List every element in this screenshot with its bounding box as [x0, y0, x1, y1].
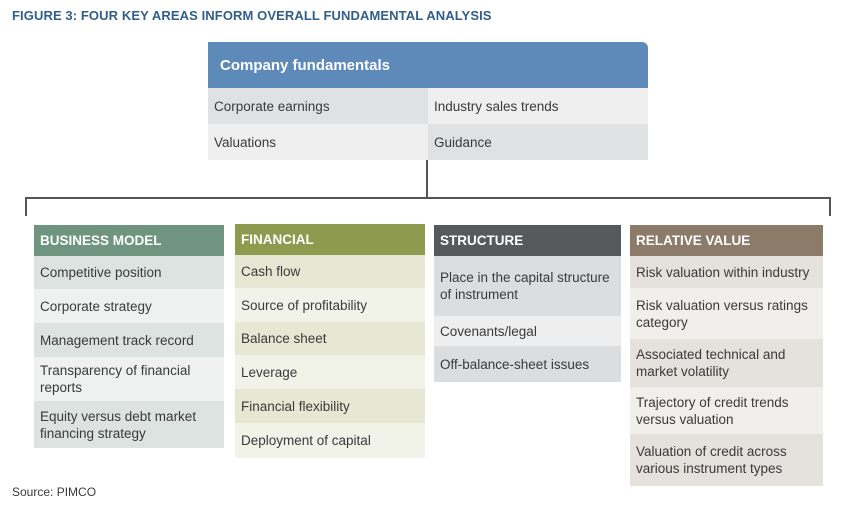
- list-item: Off-balance-sheet issues: [434, 346, 621, 382]
- source-note: Source: PIMCO: [12, 485, 97, 499]
- connector-vertical-main: [426, 160, 428, 198]
- figure-title: FIGURE 3: FOUR KEY AREAS INFORM OVERALL …: [12, 8, 492, 23]
- company-fundamentals-box: Company fundamentals Corporate earnings …: [208, 42, 648, 160]
- list-item: Source of profitability: [235, 288, 425, 322]
- list-item: Leverage: [235, 355, 425, 389]
- company-fundamentals-grid: Corporate earnings Industry sales trends…: [208, 88, 648, 160]
- connector-horizontal: [25, 197, 830, 199]
- column-header: FINANCIAL: [235, 224, 425, 255]
- list-item: Place in the capital structure of instru…: [434, 256, 621, 316]
- list-item: Cash flow: [235, 255, 425, 288]
- list-item: Deployment of capital: [235, 423, 425, 458]
- column-header: RELATIVE VALUE: [630, 225, 823, 256]
- list-item: Transparency of financial reports: [34, 357, 224, 401]
- list-item: Competitive position: [34, 256, 224, 289]
- column-business-model: BUSINESS MODEL Competitive position Corp…: [34, 225, 224, 448]
- list-item: Covenants/legal: [434, 316, 621, 346]
- connector-left-drop: [25, 197, 27, 216]
- top-item-corporate-earnings: Corporate earnings: [208, 88, 428, 124]
- list-item: Corporate strategy: [34, 289, 224, 323]
- top-item-industry-sales-trends: Industry sales trends: [428, 88, 648, 124]
- top-item-guidance: Guidance: [428, 124, 648, 160]
- column-header: STRUCTURE: [434, 225, 621, 256]
- list-item: Risk valuation versus ratings category: [630, 288, 823, 339]
- company-fundamentals-title: Company fundamentals: [208, 42, 648, 88]
- list-item: Risk valuation within industry: [630, 256, 823, 288]
- list-item: Valuation of credit across various instr…: [630, 434, 823, 486]
- list-item: Financial flexibility: [235, 389, 425, 423]
- list-item: Equity versus debt market financing stra…: [34, 401, 224, 448]
- column-header: BUSINESS MODEL: [34, 225, 224, 256]
- column-financial: FINANCIAL Cash flow Source of profitabil…: [235, 224, 425, 458]
- top-item-valuations: Valuations: [208, 124, 428, 160]
- list-item: Trajectory of credit trends versus valua…: [630, 387, 823, 434]
- column-structure: STRUCTURE Place in the capital structure…: [434, 225, 621, 382]
- list-item: Balance sheet: [235, 322, 425, 355]
- connector-right-drop: [829, 197, 831, 216]
- list-item: Associated technical and market volatili…: [630, 339, 823, 387]
- list-item: Management track record: [34, 323, 224, 357]
- column-relative-value: RELATIVE VALUE Risk valuation within ind…: [630, 225, 823, 486]
